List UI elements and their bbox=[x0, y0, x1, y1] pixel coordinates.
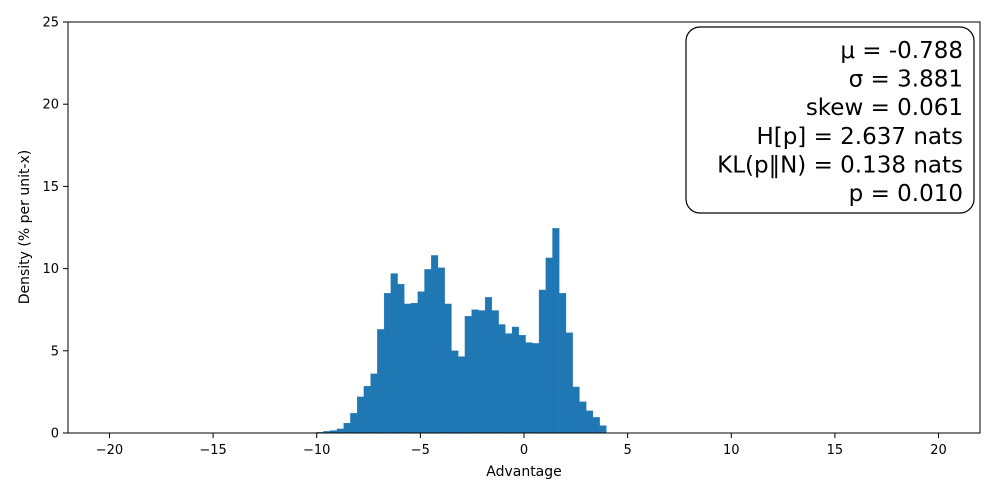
plot-frame bbox=[67, 21, 981, 434]
histogram-bar bbox=[572, 386, 580, 434]
histogram-bar bbox=[431, 255, 439, 434]
x-tick-label: −5 bbox=[411, 443, 430, 458]
x-ticks-group: −20 −15 −10 −5 0 5 10 15 20 bbox=[96, 433, 947, 458]
stats-line: H[p] = 2.637 nats bbox=[756, 124, 963, 150]
histogram-bar bbox=[491, 310, 499, 434]
histogram-bar bbox=[505, 333, 513, 434]
x-tick-label: 0 bbox=[520, 443, 528, 458]
y-tick-label: 5 bbox=[51, 344, 59, 359]
histogram-bar bbox=[545, 257, 553, 434]
histogram-bar bbox=[599, 425, 607, 434]
histogram-bar bbox=[498, 324, 506, 434]
histogram-bar bbox=[518, 335, 526, 434]
histogram-bar bbox=[444, 303, 452, 434]
histogram-bar bbox=[390, 273, 398, 434]
histogram-bar bbox=[437, 267, 445, 434]
histogram-bar bbox=[579, 401, 587, 434]
histogram-bar bbox=[552, 228, 560, 434]
histogram-bar bbox=[471, 309, 479, 434]
histogram-bar bbox=[586, 410, 594, 434]
y-ticks-group: 0 5 10 15 20 25 bbox=[42, 16, 68, 442]
histogram-bar bbox=[525, 342, 533, 434]
y-axis-label: Density (% per unit-x) bbox=[17, 150, 33, 305]
stats-line: σ = 3.881 bbox=[849, 67, 963, 93]
histogram-bar bbox=[383, 293, 391, 434]
x-tick-label: 20 bbox=[930, 443, 947, 458]
histogram-bar bbox=[559, 293, 567, 434]
x-axis-label: Advantage bbox=[486, 464, 562, 480]
histogram-bar bbox=[377, 329, 385, 434]
x-tick-label: 15 bbox=[827, 443, 844, 458]
y-tick-label: 25 bbox=[42, 16, 59, 31]
stats-line: p = 0.010 bbox=[849, 181, 963, 207]
histogram-bar bbox=[478, 310, 486, 434]
stats-line: μ = -0.788 bbox=[840, 38, 963, 64]
stats-box-frame bbox=[685, 26, 975, 214]
histogram-bar bbox=[336, 428, 344, 434]
histogram-bar bbox=[397, 284, 405, 434]
histogram-bar bbox=[417, 291, 425, 434]
histogram-bar bbox=[458, 356, 466, 434]
x-tick-label: −10 bbox=[303, 443, 330, 458]
histogram-bar bbox=[356, 396, 365, 434]
stats-line: KL(p‖N) = 0.138 nats bbox=[717, 152, 963, 178]
histogram-bar bbox=[532, 343, 540, 434]
histogram-bar bbox=[343, 422, 351, 434]
stats-line: skew = 0.061 bbox=[806, 95, 963, 121]
y-tick-label: 0 bbox=[51, 427, 59, 442]
y-tick-label: 20 bbox=[42, 98, 59, 113]
histogram-bar bbox=[370, 373, 378, 434]
x-tick-label: 5 bbox=[623, 443, 631, 458]
histogram-bar bbox=[350, 413, 358, 434]
x-tick-label: 10 bbox=[723, 443, 740, 458]
histogram-bar bbox=[424, 269, 432, 434]
histogram-bar bbox=[404, 303, 412, 434]
y-tick-label: 15 bbox=[42, 180, 59, 195]
y-tick-label: 10 bbox=[42, 262, 59, 277]
histogram-bar bbox=[511, 326, 519, 434]
histogram-bar bbox=[565, 332, 573, 434]
x-tick-label: −15 bbox=[199, 443, 226, 458]
histogram-bar bbox=[538, 289, 546, 434]
histogram-bar bbox=[464, 316, 472, 434]
histogram-bar bbox=[451, 350, 459, 434]
histogram-bar bbox=[484, 297, 493, 434]
histogram-bar bbox=[592, 417, 600, 434]
histogram-bar bbox=[410, 302, 418, 434]
x-tick-label: −20 bbox=[96, 443, 123, 458]
histogram-bar bbox=[363, 385, 371, 434]
